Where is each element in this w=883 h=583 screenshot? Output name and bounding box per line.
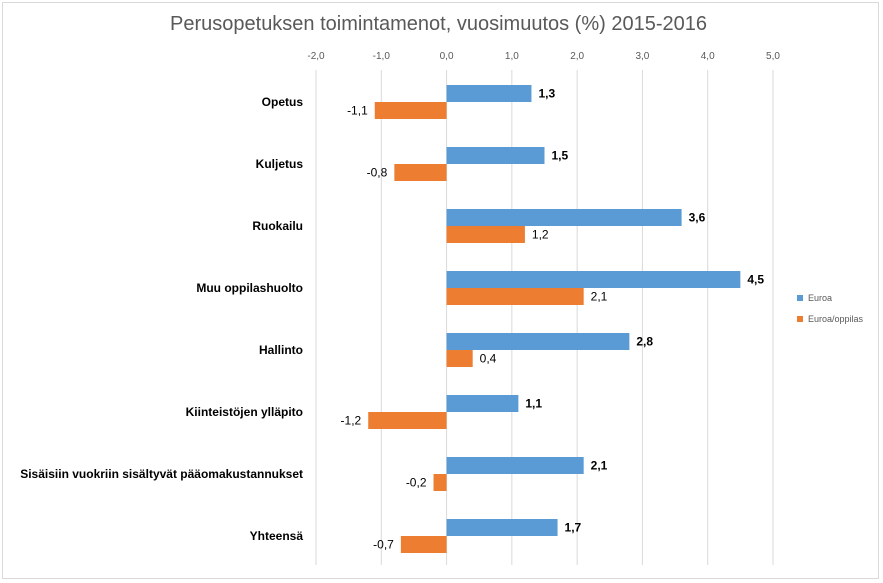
- bar-euroa: [446, 395, 519, 412]
- bar-euroa: [446, 519, 558, 536]
- bar-euroa: [446, 333, 630, 350]
- bar-euroa-oppilas: [446, 226, 525, 243]
- bar-euroa-oppilas: [400, 536, 447, 553]
- x-tick-label: 3,0: [635, 51, 649, 62]
- x-tick-label: 5,0: [766, 51, 780, 62]
- data-label: 3,6: [689, 211, 706, 225]
- bar-euroa-oppilas: [433, 474, 447, 491]
- bar-euroa-oppilas: [446, 350, 473, 367]
- category-label: Opetus: [262, 95, 304, 109]
- category-label: Ruokailu: [252, 219, 303, 233]
- category-label: Sisäisiin vuokriin sisältyvät pääomakust…: [20, 467, 303, 481]
- bar-euroa-oppilas: [374, 102, 447, 119]
- data-label: 1,2: [532, 228, 549, 242]
- data-label: 2,8: [636, 335, 653, 349]
- category-label: Muu oppilashuolto: [196, 281, 303, 295]
- bar-euroa-oppilas: [394, 164, 447, 181]
- data-label: 1,5: [552, 149, 569, 163]
- data-label: 4,5: [747, 273, 764, 287]
- bar-euroa: [446, 85, 532, 102]
- legend-swatch: [797, 316, 803, 322]
- x-tick-label: -2,0: [307, 51, 325, 62]
- x-tick-label: 4,0: [701, 51, 715, 62]
- data-label: 2,1: [591, 290, 608, 304]
- bar-euroa: [446, 209, 682, 226]
- legend-swatch: [797, 295, 803, 301]
- data-label: -0,7: [373, 538, 394, 552]
- data-label: -1,2: [341, 414, 362, 428]
- legend-label: Euroa: [808, 293, 832, 303]
- bar-euroa-oppilas: [446, 288, 584, 305]
- data-label: -0,8: [367, 166, 388, 180]
- data-label: 1,1: [525, 397, 542, 411]
- legend-label: Euroa/oppilas: [808, 314, 864, 324]
- category-label: Kuljetus: [256, 157, 304, 171]
- chart-title: Perusopetuksen toimintamenot, vuosimuuto…: [170, 13, 707, 35]
- x-tick-label: 0,0: [440, 51, 454, 62]
- x-tick-label: 1,0: [505, 51, 519, 62]
- bar-euroa: [446, 457, 584, 474]
- data-label: 1,3: [538, 87, 555, 101]
- data-label: -1,1: [347, 104, 368, 118]
- data-label: -0,2: [406, 476, 427, 490]
- category-label: Yhteensä: [250, 529, 304, 543]
- x-tick-label: 2,0: [570, 51, 584, 62]
- bar-euroa: [446, 271, 741, 288]
- bar-euroa-oppilas: [368, 412, 447, 429]
- category-label: Kiinteistöjen ylläpito: [186, 405, 303, 419]
- bar-euroa: [446, 147, 545, 164]
- data-label: 1,7: [565, 521, 582, 535]
- data-label: 0,4: [480, 352, 497, 366]
- x-tick-label: -1,0: [373, 51, 391, 62]
- data-label: 2,1: [591, 459, 608, 473]
- category-label: Hallinto: [259, 343, 303, 357]
